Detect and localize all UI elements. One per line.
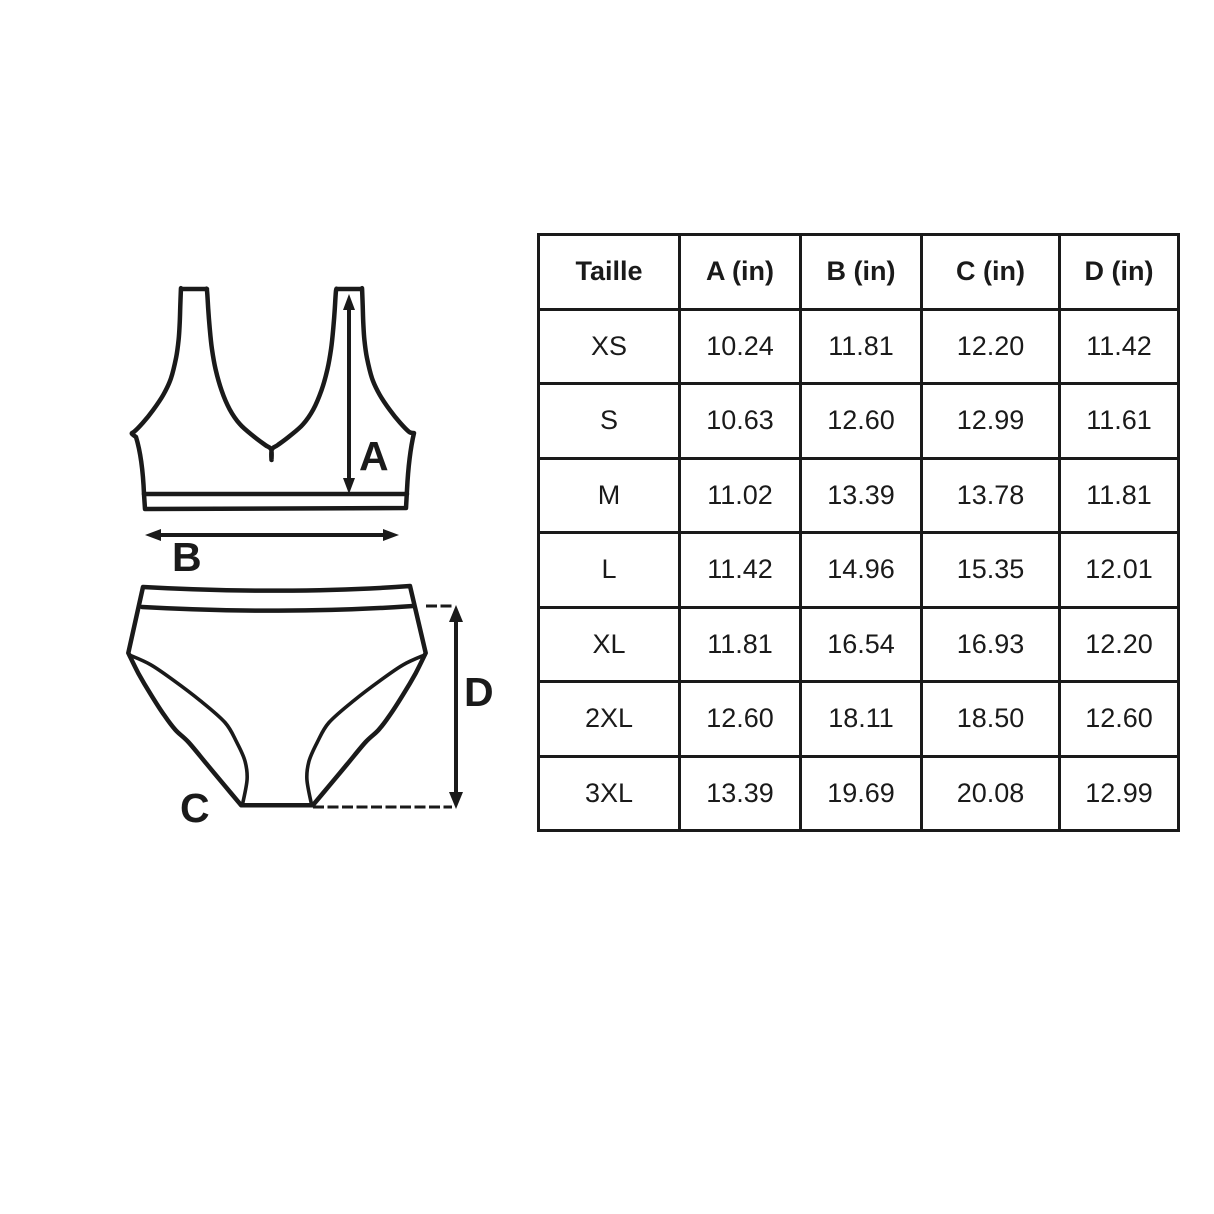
svg-text:D: D	[464, 669, 494, 715]
svg-text:C: C	[180, 785, 210, 831]
svg-text:B: B	[172, 534, 202, 580]
svg-text:A: A	[359, 433, 389, 479]
